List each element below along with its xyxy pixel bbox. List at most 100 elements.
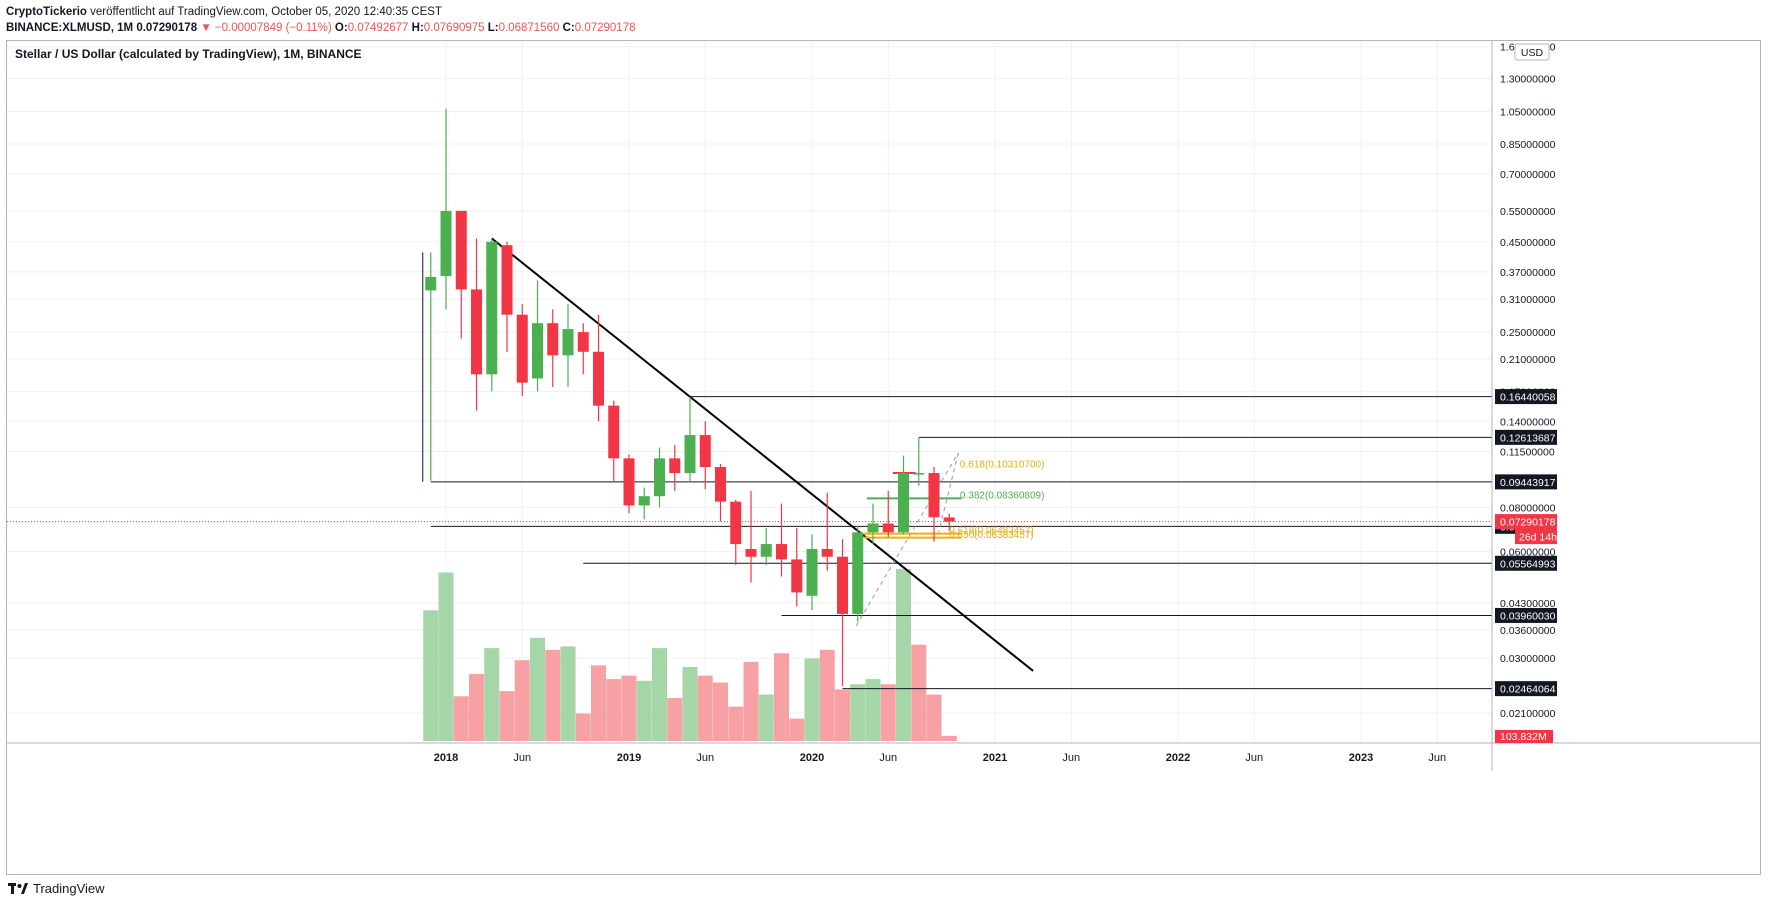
open-value: 0.07492677 xyxy=(347,22,409,34)
volume-bar xyxy=(667,698,683,741)
candle-body xyxy=(745,549,757,557)
close-value: 0.07290178 xyxy=(574,22,636,34)
volume-bar xyxy=(804,658,820,741)
drawings[interactable] xyxy=(491,237,1034,672)
y-tick-label: 0.14000000 xyxy=(1500,416,1556,428)
chart-frame[interactable]: 0.618(0.10310700) 0.382(0.08360809) 0.618(… xyxy=(6,40,1761,875)
ohlc-line: BINANCE:XLMUSD, 1M 0.07290178 ▼ −0.00007… xyxy=(6,20,636,36)
y-tick-label: 0.02100000 xyxy=(1500,708,1556,720)
candle-body xyxy=(593,351,604,406)
price-chart[interactable]: 0.618(0.10310700) 0.382(0.08360809) 0.618(… xyxy=(7,41,1760,874)
candle-body xyxy=(760,544,772,557)
x-tick-label: Jun xyxy=(879,752,897,764)
volume-label: 103.832M xyxy=(1500,731,1547,743)
y-tick-label: 0.21000000 xyxy=(1500,354,1556,366)
fib-labels: 0.618(0.10310700) 0.382(0.08360809) 0.618(… xyxy=(949,460,1044,541)
level-price-tag xyxy=(1495,607,1557,623)
y-tick-label: 0.03600000 xyxy=(1500,625,1556,637)
y-tick-label: 0.03000000 xyxy=(1500,653,1556,665)
level-price-tag xyxy=(1495,555,1557,571)
volume-bar xyxy=(850,684,866,741)
volume-bar xyxy=(484,648,500,741)
close-label: C: xyxy=(562,22,575,34)
trendline[interactable] xyxy=(491,237,1034,672)
y-tick-label: 0.08000000 xyxy=(1500,502,1556,514)
volume-bar xyxy=(438,572,454,741)
y-tick-label: 0.25000000 xyxy=(1500,327,1556,339)
candle-body xyxy=(654,458,665,497)
x-tick-label: Jun xyxy=(1428,752,1446,764)
currency-label: USD xyxy=(1521,47,1544,59)
current-price-tag xyxy=(1495,514,1557,530)
volume-bar xyxy=(896,569,911,741)
x-tick-label: 2020 xyxy=(800,752,824,764)
change-down-icon: ▼ xyxy=(200,22,212,34)
volume-bar xyxy=(499,691,515,741)
candle-body xyxy=(638,496,650,506)
change-value: −0.00007849 (−0.11%) xyxy=(214,22,332,34)
candle-body xyxy=(776,544,787,560)
level-price-tag xyxy=(1495,681,1557,697)
candle-body xyxy=(943,517,955,522)
candle-body xyxy=(440,210,452,277)
volume-bar xyxy=(941,735,957,741)
candle-body xyxy=(562,329,574,356)
author-name[interactable]: CryptoTickerio xyxy=(6,6,87,18)
current-price-label: 0.07290178 xyxy=(1500,517,1556,529)
candle-body xyxy=(730,501,742,545)
candle-body xyxy=(791,559,803,593)
volume-bar xyxy=(545,649,561,741)
candle-body xyxy=(852,532,864,614)
volume-bar xyxy=(621,675,637,741)
candle-body xyxy=(425,276,437,291)
footer: TradingView xyxy=(8,881,105,896)
candle-body xyxy=(471,289,482,375)
candle-body xyxy=(699,435,711,467)
volume-bar xyxy=(835,689,850,741)
level-price-label: 0.05564993 xyxy=(1500,558,1556,570)
candle-body xyxy=(455,210,467,290)
y-tick-label: 0.85000000 xyxy=(1500,139,1556,151)
x-tick-label: 2021 xyxy=(983,752,1007,764)
y-tick-label: 1.05000000 xyxy=(1500,106,1556,118)
publish-info: veröffentlicht auf TradingView.com, Octo… xyxy=(86,6,442,18)
volume-bar xyxy=(652,648,667,741)
candle-body xyxy=(806,549,818,596)
volume-bar xyxy=(591,665,606,741)
fib-label: 0.618(0.10310700) xyxy=(960,460,1045,471)
candle-body xyxy=(928,473,940,518)
high-label: H: xyxy=(411,22,424,34)
candle-body xyxy=(516,314,528,383)
volume-bar xyxy=(453,696,469,741)
y-tick-label: 0.31000000 xyxy=(1500,294,1556,306)
y-tick-label: 0.37000000 xyxy=(1500,267,1556,279)
volume-bar xyxy=(682,667,698,741)
candle-body xyxy=(684,435,696,474)
candle-body xyxy=(501,245,513,315)
volume-bar xyxy=(606,679,622,741)
candles xyxy=(425,108,955,687)
candle-body xyxy=(669,458,681,474)
chart-title: Stellar / US Dollar (calculated by Tradi… xyxy=(15,47,362,61)
low-value: 0.06871560 xyxy=(498,22,560,34)
axes: 1.600000001.300000001.050000000.85000000… xyxy=(7,41,1760,771)
volume-bar xyxy=(774,653,789,741)
volume-bar xyxy=(728,706,744,741)
candle-body xyxy=(715,466,726,502)
candle-body xyxy=(913,473,925,475)
level-price-tag xyxy=(1495,474,1557,490)
brand-name[interactable]: TradingView xyxy=(33,881,105,896)
high-value: 0.07690975 xyxy=(423,22,485,34)
currency-badge[interactable]: USD xyxy=(1514,43,1550,61)
level-price-label: 0.12613687 xyxy=(1500,432,1556,444)
candle-body xyxy=(532,323,543,379)
volume-bar xyxy=(880,684,896,741)
x-tick-label: Jun xyxy=(696,752,714,764)
level-price-tag xyxy=(1495,389,1557,405)
last-price: 0.07290178 xyxy=(136,22,198,34)
horizontal-levels[interactable] xyxy=(7,252,1492,690)
open-label: O: xyxy=(334,22,348,34)
countdown-tag xyxy=(1515,529,1557,545)
low-label: L: xyxy=(487,22,499,34)
x-tick-label: Jun xyxy=(1062,752,1080,764)
